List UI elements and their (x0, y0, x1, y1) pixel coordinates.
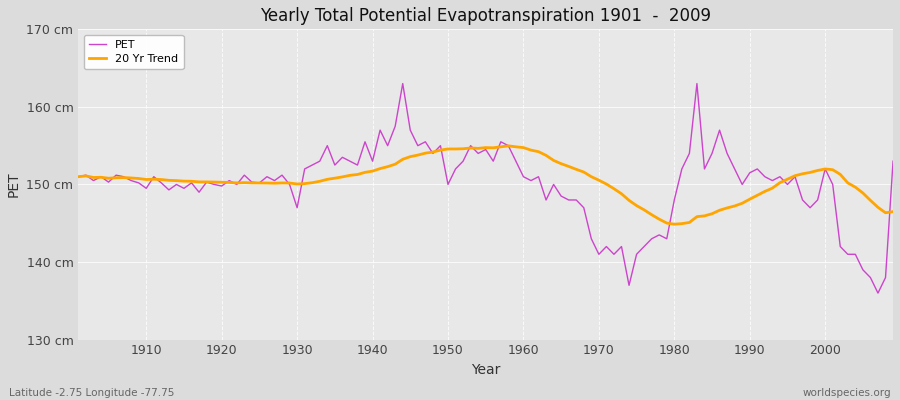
PET (133, 180, 144, 185)
PET (73, 174, 84, 179)
Text: Latitude -2.75 Longitude -77.75: Latitude -2.75 Longitude -77.75 (9, 388, 175, 398)
Title: Yearly Total Potential Evapotranspiration 1901  -  2009: Yearly Total Potential Evapotranspiratio… (260, 7, 711, 25)
PET (526, 178, 536, 183)
Legend: PET, 20 Yr Trend: PET, 20 Yr Trend (84, 35, 184, 69)
PET (397, 81, 408, 86)
20 Yr Trend (526, 148, 536, 152)
Line: PET: PET (78, 84, 893, 293)
PET (345, 159, 356, 164)
20 Yr Trend (887, 209, 898, 214)
20 Yr Trend (73, 174, 84, 179)
PET (300, 166, 310, 171)
Line: 20 Yr Trend: 20 Yr Trend (78, 146, 893, 224)
20 Yr Trend (518, 145, 529, 150)
Text: worldspecies.org: worldspecies.org (803, 388, 891, 398)
20 Yr Trend (503, 144, 514, 148)
20 Yr Trend (345, 173, 356, 178)
PET (873, 291, 884, 296)
PET (518, 174, 529, 179)
20 Yr Trend (133, 176, 144, 181)
20 Yr Trend (669, 222, 680, 227)
20 Yr Trend (300, 181, 310, 186)
PET (887, 159, 898, 164)
20 Yr Trend (616, 191, 627, 196)
PET (616, 244, 627, 249)
X-axis label: Year: Year (471, 363, 500, 377)
Y-axis label: PET: PET (7, 172, 21, 197)
